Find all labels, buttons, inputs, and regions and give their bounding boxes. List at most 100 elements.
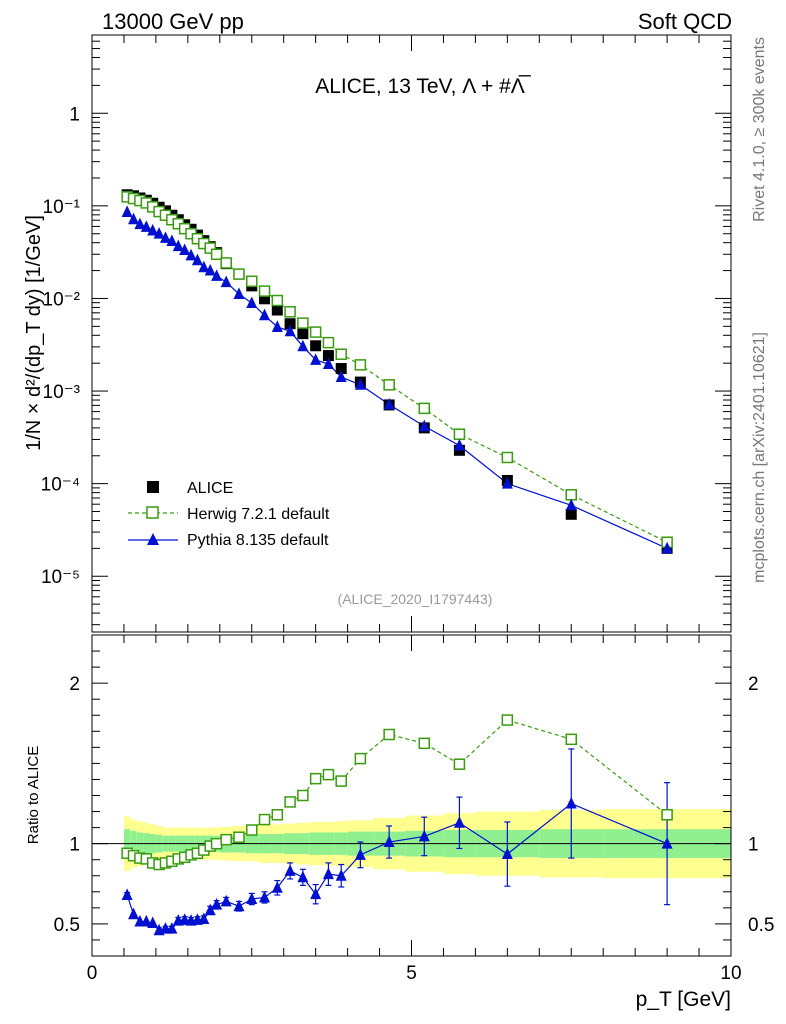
pythia-point	[383, 397, 395, 410]
herwig-point	[210, 248, 223, 261]
pythia-point	[211, 269, 223, 281]
pythia-point	[453, 438, 465, 451]
pythia-ratio-point	[418, 829, 430, 842]
pythia-point	[310, 353, 322, 365]
pythia-point	[147, 223, 159, 236]
x-tick-label: 10	[720, 963, 741, 984]
main-y-tick-label: 10⁻²	[43, 289, 81, 310]
pythia-ratio-point	[128, 907, 140, 920]
pythia-ratio-point	[246, 892, 258, 904]
herwig-ratio-point	[271, 809, 284, 821]
legend-label-herwig: Herwig 7.2.1 default	[187, 506, 330, 523]
main-y-tick-label: 10⁻⁴	[41, 475, 80, 496]
pythia-point	[134, 217, 146, 230]
herwig-ratio-point	[309, 772, 322, 785]
herwig-point	[297, 317, 309, 329]
pythia-ratio-point	[565, 796, 577, 809]
legend-marker-herwig	[146, 506, 159, 519]
herwig-point	[383, 379, 395, 391]
alice-point	[284, 318, 296, 330]
pythia-point	[159, 231, 171, 243]
pythia-point	[322, 357, 334, 369]
pythia-point	[259, 308, 271, 321]
ratio-y-axis-label: Ratio to ALICE	[25, 746, 42, 844]
main-y-tick-label: 10⁻¹	[43, 197, 81, 218]
herwig-point	[233, 268, 245, 280]
herwig-ratio-point	[246, 824, 258, 836]
pythia-ratio-point	[259, 890, 271, 903]
pythia-ratio-point	[140, 914, 152, 927]
pythia-point	[246, 296, 258, 309]
ratio-y-tick-label-right: 2	[748, 674, 759, 695]
pythia-point	[198, 260, 210, 273]
pythia-ratio-point	[147, 916, 159, 929]
pythia-point	[185, 248, 197, 261]
herwig-point	[309, 326, 322, 338]
main-y-tick-label: 1	[69, 104, 80, 125]
herwig-point	[565, 489, 577, 501]
herwig-ratio-point	[418, 737, 431, 750]
pythia-ratio-point	[354, 848, 366, 860]
rivet-version-label: Rivet 4.1.0, ≥ 300k events	[751, 37, 768, 222]
ratio-panel-frame	[91, 634, 732, 957]
herwig-point	[322, 336, 335, 349]
pythia-point	[418, 419, 430, 432]
alice-point	[259, 293, 271, 305]
main-title: ALICE, 13 TeV, Λ + #Λ̅	[315, 75, 532, 98]
herwig-point	[220, 257, 232, 269]
herwig-ratio-point	[220, 833, 232, 846]
pythia-point	[501, 477, 513, 489]
pythia-ratio-point	[310, 887, 322, 900]
legend: ALICE Herwig 7.2.1 default Pythia 8.135 …	[128, 480, 330, 549]
alice-point	[335, 363, 347, 375]
herwig-ratio-point	[322, 768, 335, 781]
pythia-ratio-point	[271, 881, 283, 893]
herwig-ratio-point	[501, 714, 514, 726]
mcplots-source-label: mcplots.cern.ch [arXiv:2401.10621]	[751, 332, 768, 583]
ratio-panel: 0 5 10 0.5 0.5 1 1 2 2 Ratio to ALICE p_T [GeV]	[25, 634, 774, 1011]
herwig-point	[335, 348, 347, 360]
pythia-point	[297, 339, 309, 352]
pythia-ratio-point	[220, 894, 232, 907]
pythia-point	[354, 378, 366, 390]
main-panel: 10⁻⁵ 10⁻⁴ 10⁻³ 10⁻² 10⁻¹ 1 ALICE, 13 TeV, Λ +…	[23, 34, 732, 633]
pythia-point	[271, 320, 283, 332]
pythia-ratio-point	[204, 903, 216, 916]
pythia-ratio-point	[211, 898, 223, 910]
pythia-point	[166, 234, 178, 247]
herwig-ratio-point	[335, 775, 347, 787]
x-axis-label: p_T [GeV]	[636, 988, 731, 1011]
pythia-point	[565, 498, 577, 511]
herwig-ratio-point	[565, 733, 577, 746]
pythia-ratio-point	[166, 922, 178, 934]
legend-label-alice: ALICE	[187, 480, 233, 497]
pythia-ratio-point	[383, 835, 395, 847]
main-y-tick-label: 10⁻⁵	[41, 567, 80, 588]
herwig-point	[258, 285, 271, 297]
pythia-ratio-point	[284, 864, 296, 876]
herwig-point	[271, 294, 284, 307]
herwig-ratio-point	[258, 813, 271, 826]
pythia-point	[220, 275, 232, 288]
pythia-point	[128, 212, 140, 225]
pythia-ratio-point	[198, 912, 210, 925]
legend-label-pythia: Pythia 8.135 default	[187, 532, 329, 549]
ratio-y-tick-label-left: 0.5	[54, 915, 80, 936]
pythia-line	[126, 211, 668, 549]
ratio-y-tick-label-right: 0.5	[748, 915, 774, 936]
pythia-ratio-point	[661, 837, 673, 849]
pythia-point	[191, 253, 203, 266]
pythia-point	[140, 220, 152, 232]
pythia-point	[179, 243, 191, 255]
main-y-tick-label: 10⁻³	[43, 382, 81, 403]
herwig-point	[418, 402, 431, 415]
herwig-point	[284, 306, 296, 318]
legend-marker-pythia	[147, 533, 159, 545]
pythia-point	[233, 287, 245, 299]
pythia-ratio-point	[121, 888, 133, 900]
pythia-ratio-point	[453, 816, 465, 828]
pythia-ratio-point	[335, 869, 347, 881]
pythia-point	[204, 263, 216, 276]
pythia-point	[172, 239, 184, 252]
